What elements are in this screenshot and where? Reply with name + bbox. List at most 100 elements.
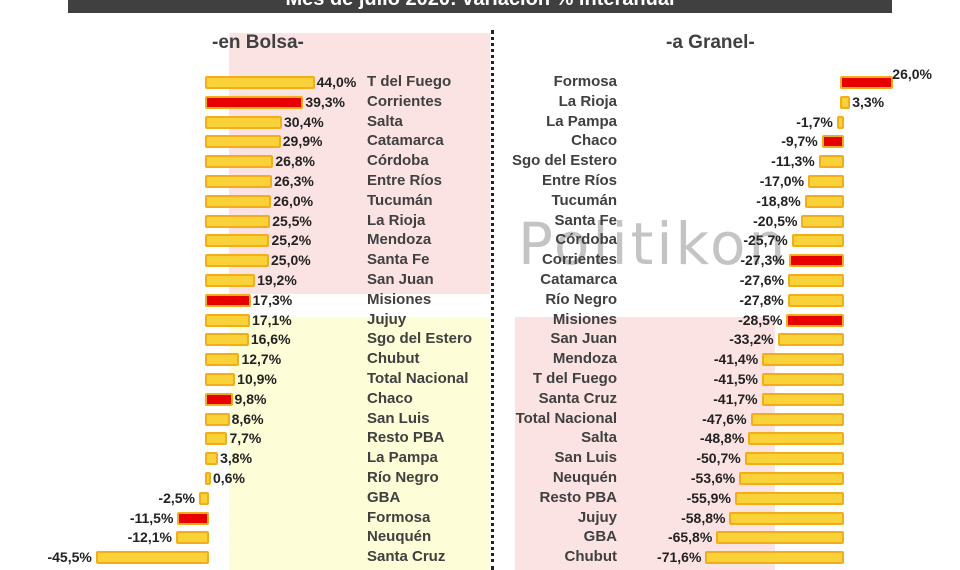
data-label: 26,3% (274, 173, 314, 189)
bar-row: 19,2% San Juan (0, 270, 490, 290)
data-label: 39,3% (305, 93, 346, 110)
bar-row: 26,8% Córdoba (0, 151, 490, 171)
category-label: Salta (367, 112, 403, 130)
bar-row: -53,6% Neuquén (0, 468, 960, 488)
category-label: La Pampa (546, 112, 617, 130)
bar (748, 432, 844, 446)
category-label: Tucumán (551, 191, 617, 209)
bar-row: -12,1% Neuquén (0, 527, 490, 547)
bar (199, 491, 209, 505)
category-label: Catamarca (540, 271, 617, 288)
bar-row: 7,7% Resto PBA (0, 428, 490, 448)
bar-row: -1,7% La Pampa (0, 112, 960, 132)
bar (788, 254, 844, 268)
bar (95, 551, 209, 565)
bar (177, 511, 209, 525)
data-label: 8,6% (231, 410, 264, 427)
data-label: -48,8% (699, 430, 745, 447)
bar (744, 452, 844, 466)
data-label: -18,8% (756, 192, 801, 209)
data-label: -47,6% (702, 410, 747, 427)
bar (205, 392, 233, 406)
category-label: Formosa (553, 73, 617, 90)
category-label: Corrientes (541, 251, 617, 269)
bar (205, 412, 230, 426)
bar-row: 30,4% Salta (0, 112, 490, 132)
bar (734, 491, 844, 505)
bar (205, 95, 304, 109)
bar (205, 452, 219, 466)
bar-row: -48,8% Salta (0, 428, 960, 448)
category-label: San Juan (367, 271, 434, 288)
data-label: -17,0% (759, 173, 805, 189)
data-label: -53,6% (690, 470, 736, 486)
bar (801, 214, 844, 228)
chart-title: Mes de julio 2020: variación % interanua… (68, 0, 892, 11)
bar-row: 12,7% Chubut (0, 349, 490, 369)
category-label: Chubut (367, 350, 420, 368)
data-label: -50,7% (696, 450, 741, 467)
title-bar: Mes de julio 2020: variación % interanua… (68, 0, 892, 13)
bar (762, 353, 844, 367)
data-label: -2,5% (158, 489, 195, 506)
category-label: Neuquén (367, 528, 432, 546)
bar (205, 115, 282, 129)
category-label: T del Fuego (532, 370, 617, 387)
category-label: GBA (583, 528, 617, 546)
bar-row: -9,7% Chaco (0, 131, 960, 151)
category-label: Misiones (552, 310, 617, 328)
category-label: Chaco (571, 132, 617, 150)
bar (205, 293, 251, 307)
category-label: Córdoba (555, 231, 617, 249)
data-label: 16,6% (250, 331, 291, 348)
data-label: -71,6% (657, 549, 702, 566)
data-label: 25,5% (272, 212, 312, 229)
category-label: Sgo del Estero (367, 330, 473, 348)
bar (205, 234, 270, 248)
category-label: Misiones (367, 290, 432, 308)
right-pink-zone (515, 317, 775, 570)
data-label: -11,3% (771, 153, 815, 170)
data-label: 0,6% (213, 470, 245, 486)
bar (818, 155, 844, 169)
data-label: 29,9% (282, 133, 323, 150)
bar-row: 39,3% Corrientes (0, 92, 490, 112)
data-label: 9,8% (234, 390, 267, 407)
category-label: Santa Fe (367, 251, 430, 269)
category-label: Sgo del Estero (511, 152, 617, 170)
data-label: 25,0% (271, 252, 311, 269)
data-label: -45,5% (47, 549, 92, 566)
category-label: Río Negro (545, 290, 617, 308)
bar-row: 0,6% Río Negro (0, 468, 490, 488)
bar (788, 274, 844, 287)
bar-row: -33,2% San Juan (0, 329, 960, 349)
data-label: 17,1% (252, 311, 292, 328)
bar (175, 531, 209, 545)
bar (821, 135, 844, 149)
bar-row: 26,3% Entre Ríos (0, 171, 490, 191)
data-label: -12,1% (127, 529, 172, 546)
category-label: Jujuy (577, 508, 617, 526)
category-label: Entre Ríos (367, 172, 443, 189)
category-label: San Juan (550, 330, 617, 348)
category-label: Santa Cruz (367, 548, 446, 566)
data-label: 44,0% (316, 74, 357, 90)
bar (205, 155, 274, 169)
category-label: T del Fuego (367, 73, 452, 90)
bar (750, 412, 844, 426)
data-label: 17,3% (252, 291, 293, 308)
category-label: Córdoba (367, 152, 429, 170)
data-label: 19,2% (257, 272, 297, 288)
bar (205, 432, 228, 446)
category-label: La Rioja (367, 211, 426, 229)
bar-row: -50,7% San Luis (0, 448, 960, 468)
divider (491, 30, 494, 570)
bar (205, 274, 256, 287)
bar-row: -47,6% Total Nacional (0, 409, 960, 429)
bar (808, 175, 844, 188)
data-label: -1,7% (796, 113, 833, 130)
bar (205, 175, 273, 188)
category-label: Formosa (367, 508, 431, 526)
category-label: San Luis (554, 449, 617, 467)
data-label: -25,7% (743, 232, 788, 249)
